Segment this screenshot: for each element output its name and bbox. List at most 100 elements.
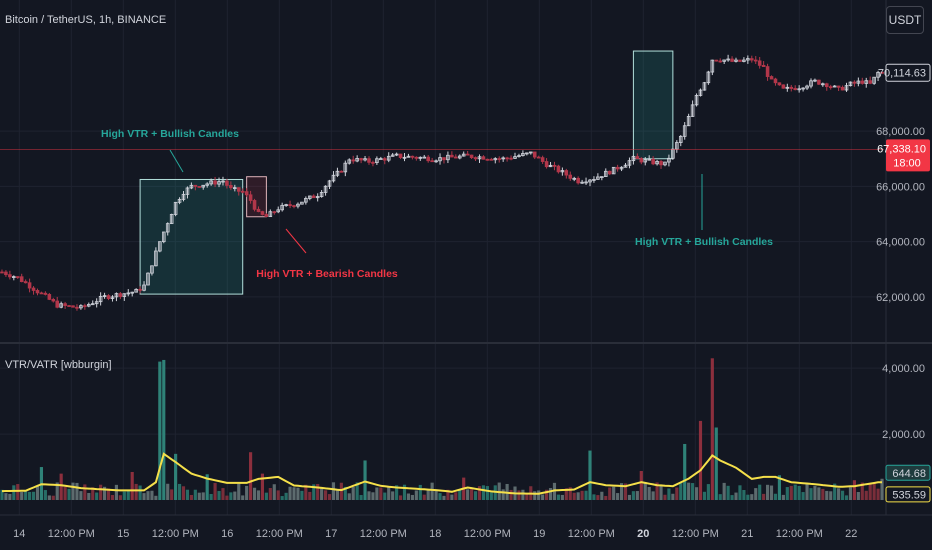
candle-body xyxy=(813,79,817,82)
vtr-bar xyxy=(840,490,845,500)
vtr-bar xyxy=(781,494,785,500)
candle-body xyxy=(410,155,415,158)
candle-body xyxy=(746,58,750,61)
x-tick-label: 12:00 PM xyxy=(672,528,719,540)
vtr-bar xyxy=(426,490,430,500)
vtr-bar xyxy=(280,496,284,500)
currency-button[interactable]: USDT xyxy=(886,6,924,34)
vtr-bar xyxy=(177,483,182,500)
vtr-bar xyxy=(166,483,170,500)
vtr-bar xyxy=(742,489,746,500)
candle-body xyxy=(398,153,403,158)
candle-body xyxy=(509,157,513,160)
vtr-bar xyxy=(856,491,860,500)
vtr-bar xyxy=(446,489,450,500)
vtr-bar xyxy=(801,492,805,500)
candle-body xyxy=(856,80,861,84)
vtr-bar xyxy=(785,487,789,500)
indicator-title: VTR/VATR [wbburgin] xyxy=(5,359,112,371)
candle-body xyxy=(635,156,640,160)
candle-body xyxy=(217,181,221,185)
vtr-bar xyxy=(746,494,750,500)
candle-body xyxy=(158,241,162,252)
vtr-bar xyxy=(793,484,797,500)
y-tick-label: 66,000.00 xyxy=(876,181,925,193)
vtr-bar xyxy=(769,485,774,500)
candle-body xyxy=(643,159,648,163)
candle-body xyxy=(876,71,880,78)
vtr-bar xyxy=(619,483,624,500)
candle-body xyxy=(189,184,194,189)
vtr-bar xyxy=(95,492,99,500)
candle-body xyxy=(339,170,344,173)
candle-body xyxy=(386,155,391,161)
candle-body xyxy=(493,158,498,161)
vtr-bar xyxy=(533,491,537,500)
candle-body xyxy=(351,159,355,162)
vtr-bar xyxy=(292,487,296,500)
y-tick-label: 2,000.00 xyxy=(882,429,925,441)
candle-body xyxy=(27,282,32,289)
red-line-time: 18:00 xyxy=(893,157,921,169)
candle-body xyxy=(347,159,352,164)
candle-body xyxy=(225,180,229,186)
candle-body xyxy=(552,164,557,167)
candle-body xyxy=(23,281,28,284)
vtr-bar xyxy=(679,482,683,500)
vatr-line-path xyxy=(1,452,882,495)
annotation-bullish-1: High VTR + Bullish Candles xyxy=(101,128,239,140)
vtr-bar xyxy=(584,490,588,500)
vtr-bar xyxy=(91,487,95,500)
vtr-bar xyxy=(47,495,51,500)
candle-body xyxy=(568,174,573,179)
candle-body xyxy=(355,158,359,162)
candle-body xyxy=(828,86,833,89)
candle-body xyxy=(43,292,48,295)
vtr-bar xyxy=(233,491,237,500)
y-tick-label: 62,000.00 xyxy=(876,292,925,304)
vtr-bar xyxy=(12,485,16,500)
vtr-bar xyxy=(122,491,126,500)
vtr-bar xyxy=(296,487,300,500)
candle-body xyxy=(505,157,509,160)
candle-body xyxy=(185,187,190,195)
vtr-bar xyxy=(367,491,371,500)
candle-body xyxy=(824,83,829,88)
grid-lines xyxy=(0,0,884,515)
candle-body xyxy=(75,306,79,309)
vtr-bar xyxy=(28,491,32,500)
vtr-bar xyxy=(651,491,655,500)
candle-body xyxy=(840,86,845,91)
vtr-bar xyxy=(114,484,118,500)
candle-body xyxy=(55,300,60,308)
highlight-boxes xyxy=(139,50,674,295)
vtr-bar xyxy=(162,359,166,500)
candle-body xyxy=(718,60,723,63)
vtr-bar xyxy=(20,492,24,500)
candle-body xyxy=(868,80,872,84)
vtr-bar xyxy=(308,491,312,500)
vtr-bar xyxy=(347,493,351,500)
y-tick-label: 68,000.00 xyxy=(876,126,925,138)
vtr-bar xyxy=(706,484,710,500)
y-tick-label: 4,000.00 xyxy=(882,363,925,375)
candle-body xyxy=(292,205,296,207)
candle-body xyxy=(647,158,651,161)
vtr-bar xyxy=(773,493,778,500)
red-line-label xyxy=(886,139,930,172)
candle-body xyxy=(134,288,138,293)
candle-body xyxy=(611,166,616,175)
candle-body xyxy=(130,291,134,294)
vtr-bar xyxy=(418,484,422,500)
axes: 62,000.00 64,000.00 66,000.00 68,000.00 2,00… xyxy=(13,126,925,540)
vtr-bar xyxy=(402,484,407,500)
vtr-bar xyxy=(714,427,718,500)
candle-body xyxy=(47,294,52,300)
candle-body xyxy=(308,195,312,199)
vtr-bar xyxy=(596,495,600,500)
vtr-bar xyxy=(655,482,659,500)
candle-body xyxy=(79,305,83,309)
candle-body xyxy=(489,158,494,161)
vtr-bar xyxy=(146,491,150,500)
candle-body xyxy=(576,177,580,184)
